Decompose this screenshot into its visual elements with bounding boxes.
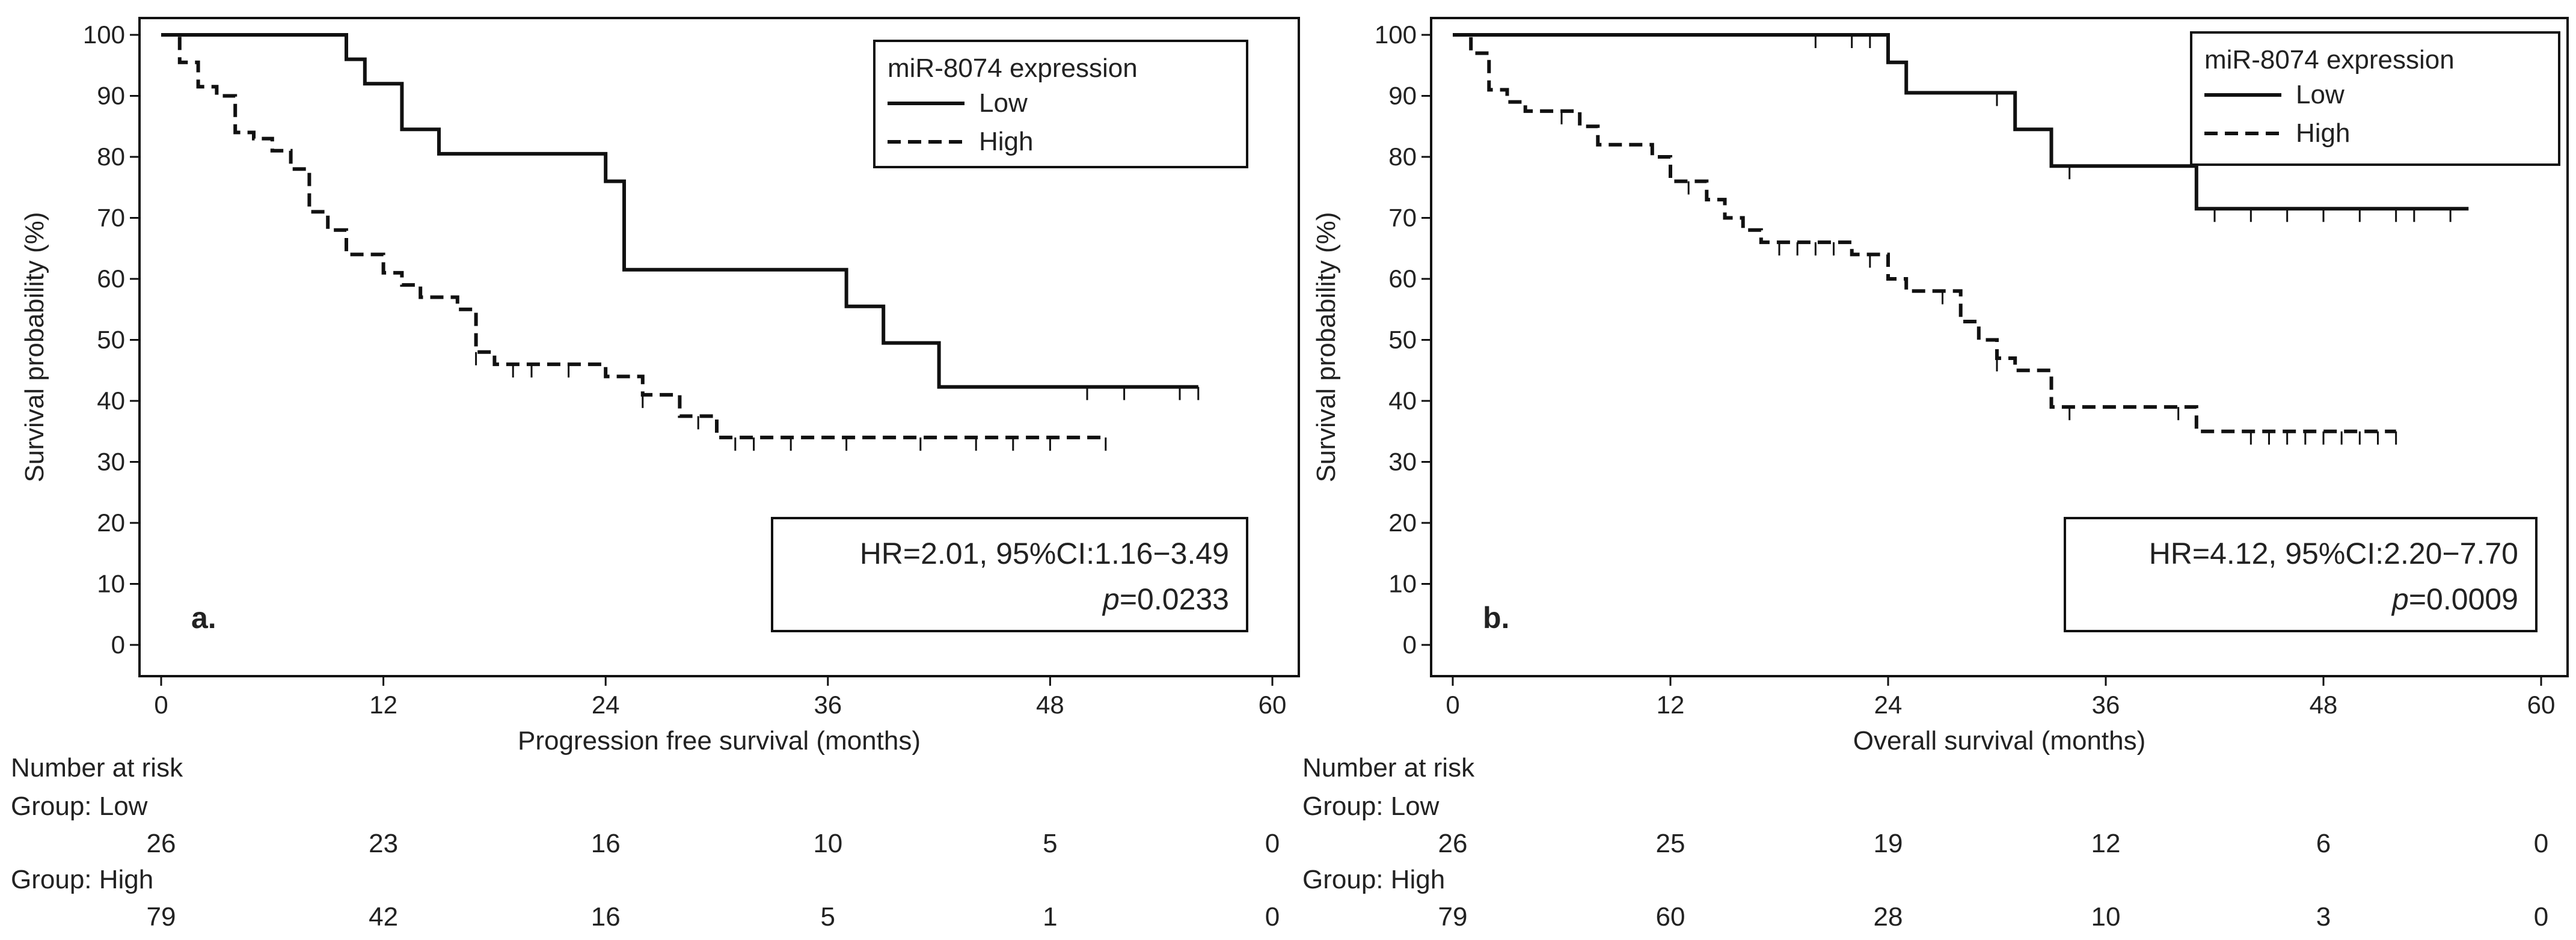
risk-count: 19 [1874,829,1903,858]
risk-count: 6 [2316,829,2331,858]
risk-count: 0 [2534,829,2548,858]
y-tick-label: 100 [1375,20,1417,49]
x-axis-label: Overall survival (months) [1853,726,2146,755]
legend-entry-low: Low [2296,80,2344,109]
x-tick-label: 48 [2310,691,2338,719]
x-tick-label: 12 [1657,691,1685,719]
y-tick-label: 40 [1388,386,1417,415]
x-tick-label: 60 [2527,691,2556,719]
y-tick-label: 30 [1388,448,1417,476]
x-tick-label: 12 [369,691,397,719]
risk-count: 0 [2534,902,2548,932]
legend-title: miR-8074 expression [888,53,1138,83]
series-line-high [161,33,1106,439]
risk-group-label: Group: High [1302,865,1445,894]
y-tick-label: 10 [1388,570,1417,598]
risk-count: 0 [1265,902,1280,932]
panel-label: a. [191,601,216,635]
panel-label: b. [1483,601,1509,635]
risk-count: 1 [1043,902,1057,932]
series-line-high [1453,33,2396,433]
y-tick-label: 70 [1388,204,1417,232]
x-tick-label: 24 [1874,691,1903,719]
risk-count: 12 [2091,829,2121,858]
y-tick-label: 20 [1388,508,1417,537]
x-axis-label: Progression free survival (months) [518,726,921,755]
risk-count: 25 [1656,829,1685,858]
y-tick-label: 70 [97,204,125,232]
risk-count: 26 [1438,829,1468,858]
hazard-ratio-text: HR=2.01, 95%CI:1.16−3.49 [860,537,1229,570]
x-tick-label: 0 [154,691,168,719]
y-tick-label: 40 [97,386,125,415]
y-tick-label: 80 [97,142,125,171]
y-tick-label: 90 [1388,82,1417,110]
y-tick-label: 60 [97,264,125,293]
risk-count: 16 [591,902,621,932]
x-tick-label: 0 [1446,691,1459,719]
y-tick-label: 0 [111,630,125,659]
legend-entry-low: Low [979,88,1028,118]
legend-box [2190,31,2560,166]
risk-count: 10 [813,829,842,858]
risk-count: 16 [591,829,621,858]
p-value-text: p=0.0009 [2391,582,2518,616]
y-tick-label: 100 [83,20,125,49]
x-tick-label: 24 [592,691,620,719]
x-tick-label: 48 [1036,691,1064,719]
risk-count: 0 [1265,829,1280,858]
legend-title: miR-8074 expression [2204,45,2455,75]
p-value-text: p=0.0233 [1102,582,1229,616]
risk-count: 42 [369,902,398,932]
series-line-low [161,33,1198,389]
plot-frame [1430,17,2569,677]
hazard-ratio-text: HR=4.12, 95%CI:2.20−7.70 [2149,537,2518,570]
y-axis-label: Survival probability (%) [1311,212,1341,483]
legend-entry-high: High [2296,118,2351,148]
y-tick-label: 80 [1388,142,1417,171]
y-tick-label: 0 [1403,630,1417,659]
stats-box [771,517,1248,632]
risk-count: 23 [369,829,398,858]
x-tick-label: 36 [814,691,842,719]
risk-count: 5 [821,902,835,932]
y-tick-label: 60 [1388,264,1417,293]
legend-entry-high: High [979,127,1034,156]
risk-group-label: Group: Low [11,792,148,821]
risk-count: 10 [2091,902,2121,932]
stats-box [2064,517,2538,632]
risk-count: 28 [1874,902,1903,932]
y-tick-label: 90 [97,82,125,110]
x-tick-label: 36 [2092,691,2120,719]
y-axis-label: Survival probability (%) [20,212,49,483]
y-tick-label: 50 [1388,326,1417,354]
y-tick-label: 10 [97,570,125,598]
risk-count: 60 [1656,902,1685,932]
risk-table-title: Number at risk [11,753,183,783]
risk-count: 3 [2316,902,2331,932]
risk-table-title: Number at risk [1302,753,1475,783]
series-line-low [1453,33,2469,211]
risk-group-label: Group: Low [1302,792,1440,821]
risk-group-label: Group: High [11,865,153,894]
y-tick-label: 50 [97,326,125,354]
plot-frame [138,17,1300,677]
risk-count: 79 [1438,902,1468,932]
y-tick-label: 30 [97,448,125,476]
y-tick-label: 20 [97,508,125,537]
risk-count: 79 [147,902,176,932]
risk-count: 5 [1043,829,1057,858]
x-tick-label: 60 [1259,691,1287,719]
risk-count: 26 [147,829,176,858]
